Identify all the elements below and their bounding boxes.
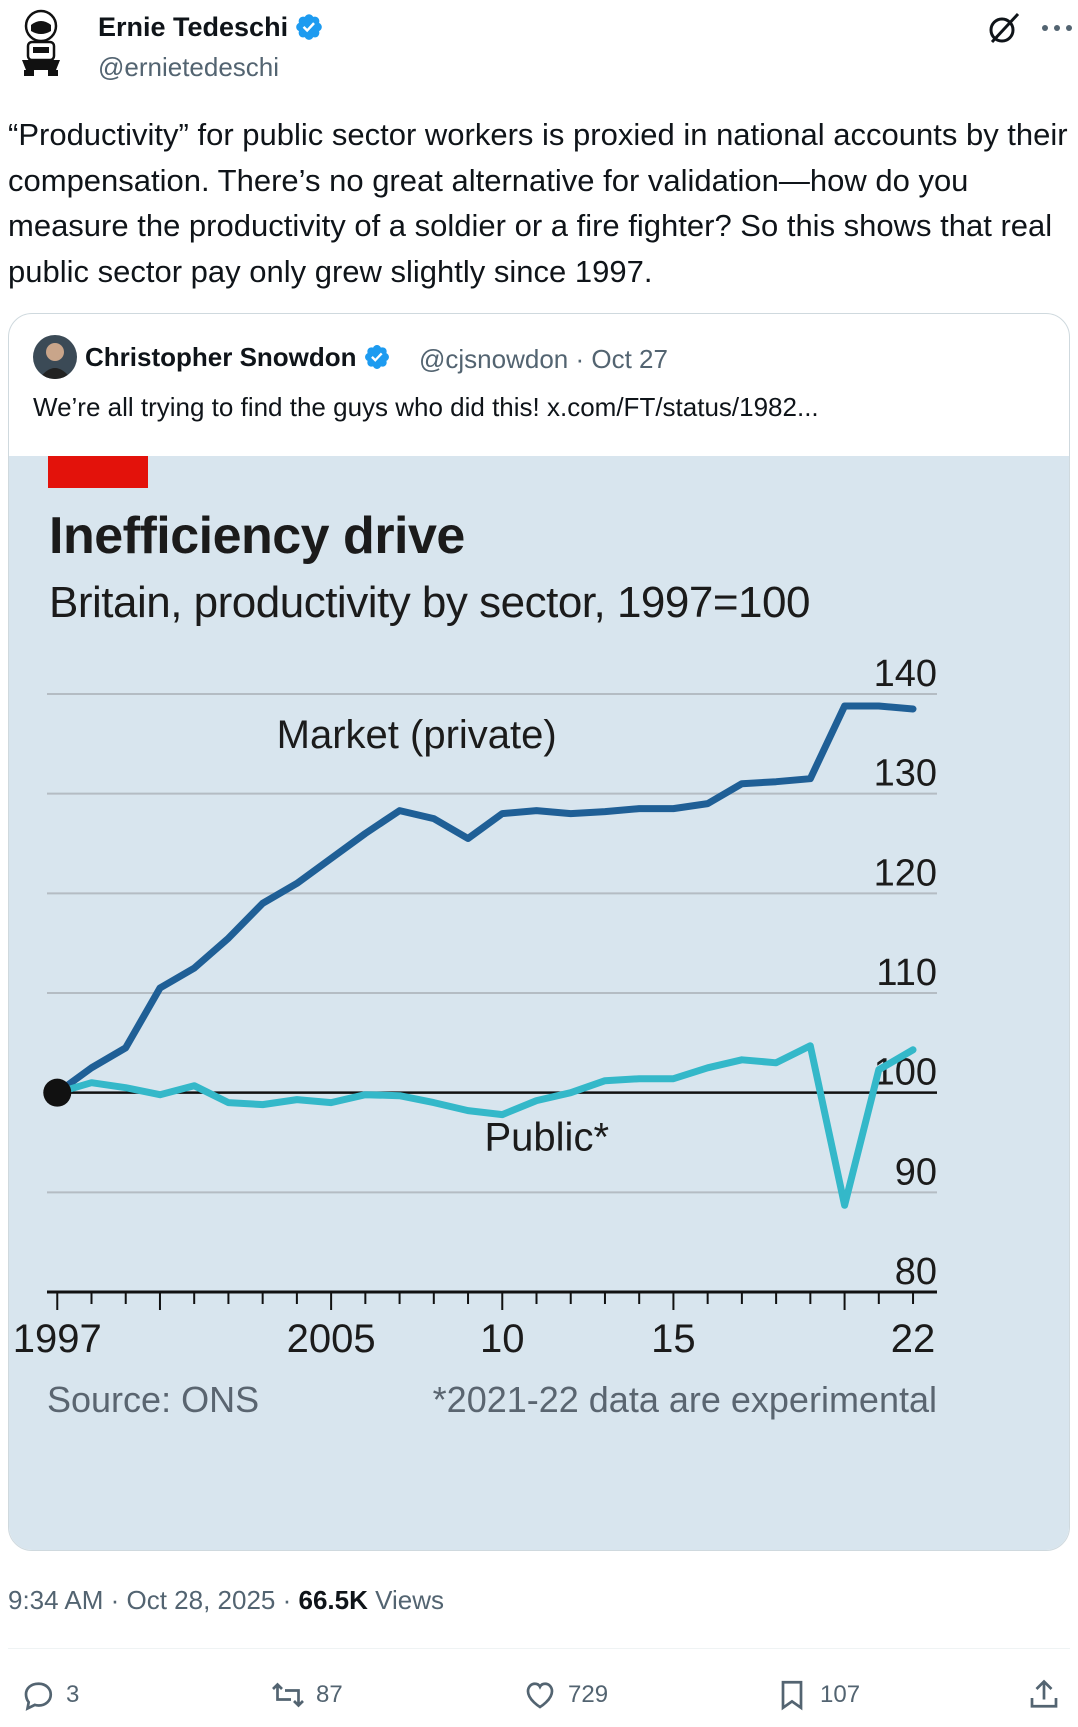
heart-icon [526, 1682, 554, 1709]
like-button[interactable]: 729 [522, 1675, 608, 1715]
repost-button[interactable]: 87 [270, 1675, 343, 1715]
x-tick-label: 15 [651, 1317, 696, 1361]
chart-image[interactable]: Inefficiency drive Britain, productivity… [9, 456, 1069, 1550]
quoted-tweet-text: We’re all trying to find the guys who di… [33, 392, 819, 422]
y-tick-label: 130 [874, 753, 937, 795]
verified-badge-icon [296, 14, 322, 40]
series-label-public: Public* [485, 1115, 610, 1159]
bookmark-count: 107 [820, 1681, 861, 1708]
share-button[interactable] [1026, 1675, 1062, 1715]
grok-icon[interactable] [986, 10, 1022, 46]
views-count: 66.5K [298, 1585, 368, 1615]
divider [8, 1648, 1070, 1649]
y-tick-label: 110 [876, 952, 937, 994]
x-tick-label: 2005 [287, 1317, 376, 1361]
chart-title: Inefficiency drive [49, 507, 465, 565]
x-tick-label: 22 [891, 1317, 936, 1361]
views-label: Views [367, 1585, 444, 1615]
x-tick-label: 10 [480, 1317, 525, 1361]
reply-count: 3 [66, 1681, 80, 1708]
chart-source: Source: ONS [47, 1379, 259, 1420]
chart-plot: 140 130 120 110 100 90 80 1997 2005 10 15 22 Market … [13, 653, 937, 1420]
red-tag-decoration [48, 456, 148, 488]
author-name[interactable]: Ernie Tedeschi [98, 12, 324, 43]
quoted-tweet-card[interactable]: Christopher Snowdon @cjsnowdon · Oct 27 … [8, 313, 1070, 1551]
y-tick-label: 120 [874, 852, 937, 894]
like-count: 729 [568, 1681, 609, 1708]
bookmark-button[interactable]: 107 [774, 1675, 860, 1715]
quoted-author-name: Christopher Snowdon [85, 342, 391, 373]
reply-button[interactable]: 3 [20, 1675, 79, 1715]
repost-count: 87 [316, 1681, 343, 1708]
series-line-market [53, 702, 917, 1097]
series-line-public [53, 1042, 917, 1209]
timestamp-link[interactable]: 9:34 AM · Oct 28, 2025 · [8, 1585, 299, 1615]
tweet-timestamp: 9:34 AM · Oct 28, 2025 · 66.5K Views [8, 1585, 444, 1616]
y-tick-label: 100 [874, 1052, 937, 1094]
origin-dot [43, 1078, 72, 1107]
share-icon [1030, 1679, 1058, 1708]
y-tick-label: 140 [874, 653, 937, 695]
tweet-text: “Productivity” for public sector workers… [8, 117, 1068, 289]
series-label-market: Market (private) [277, 713, 557, 757]
y-tick-label: 90 [895, 1151, 937, 1193]
quoted-author-avatar [33, 335, 77, 379]
chart-note: *2021-22 data are experimental [433, 1379, 937, 1420]
author-avatar[interactable] [14, 8, 70, 78]
bookmark-icon [781, 1680, 803, 1711]
y-tick-label: 80 [895, 1251, 937, 1293]
author-handle[interactable]: @ernietedeschi [98, 52, 280, 82]
chart-subtitle: Britain, productivity by sector, 1997=10… [49, 578, 810, 627]
x-tick-label: 1997 [13, 1317, 102, 1361]
repost-icon [272, 1682, 304, 1708]
reply-icon [24, 1682, 53, 1711]
verified-badge-icon [364, 345, 389, 369]
quoted-handle-date: @cjsnowdon · Oct 27 [419, 344, 668, 374]
more-options-icon[interactable] [1040, 16, 1074, 40]
